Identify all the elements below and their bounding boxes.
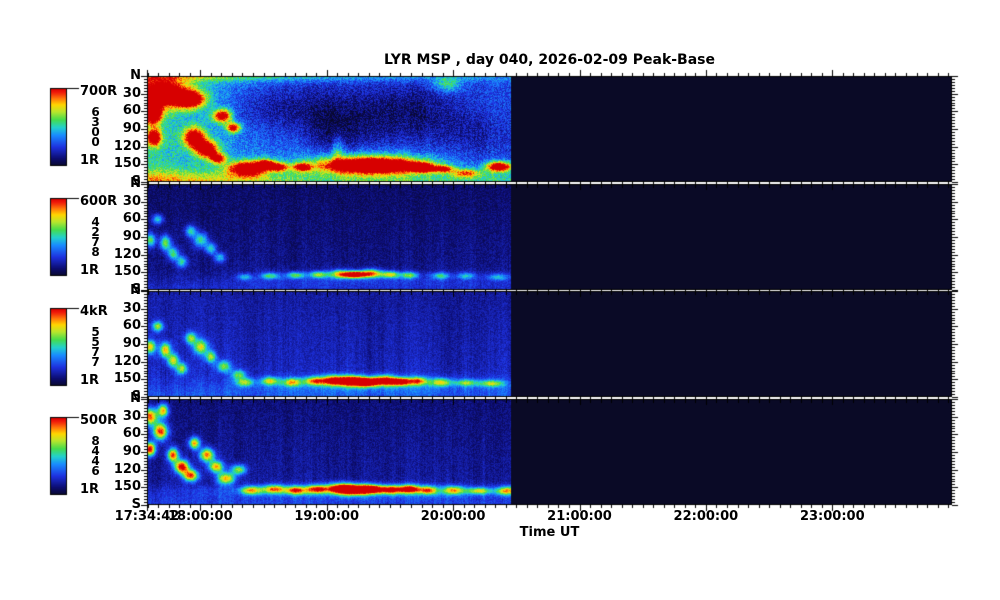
y-tick-label: 60 — [122, 318, 141, 334]
y-tick-label: 30 — [122, 193, 141, 209]
time-axis-label: Time UT — [519, 525, 580, 540]
x-tick-label: 20:00:00 — [420, 509, 486, 524]
y-tick-label: S — [131, 282, 141, 297]
y-tick-label: 150 — [113, 371, 141, 387]
y-tick-label: 60 — [122, 426, 141, 442]
colorbar-max-label: 700R — [80, 84, 118, 99]
colorbar-max-label: 4kR — [80, 304, 108, 319]
colorbar-min-label: 1R — [80, 373, 100, 388]
y-tick-label: 120 — [113, 138, 141, 154]
colorbar-min-label: 1R — [80, 482, 100, 497]
x-tick-label: 23:00:00 — [799, 509, 865, 524]
y-tick-label: 150 — [113, 479, 141, 495]
y-tick-label: N — [130, 176, 141, 191]
wavelength-label: 6300 — [91, 105, 100, 149]
y-tick-label: 150 — [113, 264, 141, 280]
x-tick-label: 18:00:00 — [167, 509, 233, 524]
y-tick-label: 60 — [122, 211, 141, 227]
x-tick-label: 22:00:00 — [673, 509, 739, 524]
x-tick-label: 21:00:00 — [547, 509, 612, 524]
y-tick-label: 90 — [122, 336, 141, 351]
colorbar-min-label: 1R — [80, 263, 100, 278]
y-tick-label: 60 — [122, 103, 141, 119]
y-tick-label: 90 — [122, 444, 141, 459]
y-tick-label: 120 — [113, 246, 141, 262]
x-tick-label: 19:00:00 — [294, 509, 360, 524]
y-tick-label: 150 — [113, 156, 141, 172]
colorbar-min-label: 1R — [80, 153, 100, 168]
y-tick-label: 90 — [122, 121, 141, 136]
y-tick-label: S — [131, 174, 141, 189]
wavelength-label: 5577 — [91, 325, 100, 369]
x-tick-label: 17:34:42 — [114, 509, 180, 524]
colorbar-max-label: 600R — [80, 194, 118, 209]
y-tick-label: S — [131, 389, 141, 404]
y-tick-label: 120 — [113, 461, 141, 477]
y-tick-label: 90 — [122, 229, 141, 244]
y-tick-label: 120 — [113, 353, 141, 369]
wavelength-label: 4278 — [91, 215, 100, 259]
y-tick-label: N — [130, 391, 141, 406]
wavelength-label: 8446 — [91, 434, 100, 478]
y-tick-label: N — [130, 68, 141, 83]
y-tick-label: S — [131, 497, 141, 512]
colorbar-max-label: 500R — [80, 413, 118, 428]
figure-title: LYR MSP , day 040, 2026-02-09 Peak-Base — [383, 52, 716, 68]
y-tick-label: N — [130, 283, 141, 298]
y-tick-label: 30 — [122, 408, 141, 424]
y-tick-label: 30 — [122, 300, 141, 316]
y-tick-label: 30 — [122, 85, 141, 101]
